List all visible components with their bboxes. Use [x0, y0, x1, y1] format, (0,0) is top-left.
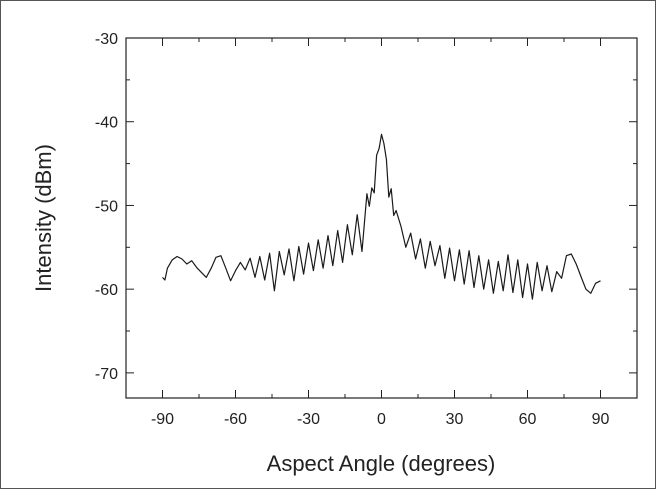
x-tick-label: 30 [446, 411, 464, 428]
x-axis-title: Aspect Angle (degrees) [267, 451, 496, 476]
x-tick-label: 0 [377, 411, 386, 428]
y-axis-title: Intensity (dBm) [31, 144, 56, 292]
x-tick-label: -30 [297, 411, 320, 428]
x-axis-ticks: -90 -60 -30 0 30 60 90 [125, 38, 638, 428]
y-tick-label: -60 [95, 282, 118, 299]
x-tick-label: -60 [224, 411, 247, 428]
y-tick-label: -70 [95, 366, 118, 383]
y-tick-label: -30 [95, 31, 118, 48]
y-tick-label: -40 [95, 115, 118, 132]
x-tick-label: -90 [151, 411, 174, 428]
intensity-series-line [162, 133, 601, 300]
y-axis-ticks: -70 -60 -50 -40 -30 [95, 31, 637, 383]
x-tick-label: 90 [592, 411, 610, 428]
plot-area [125, 37, 638, 399]
y-tick-label: -50 [95, 198, 118, 215]
x-tick-label: 60 [519, 411, 537, 428]
